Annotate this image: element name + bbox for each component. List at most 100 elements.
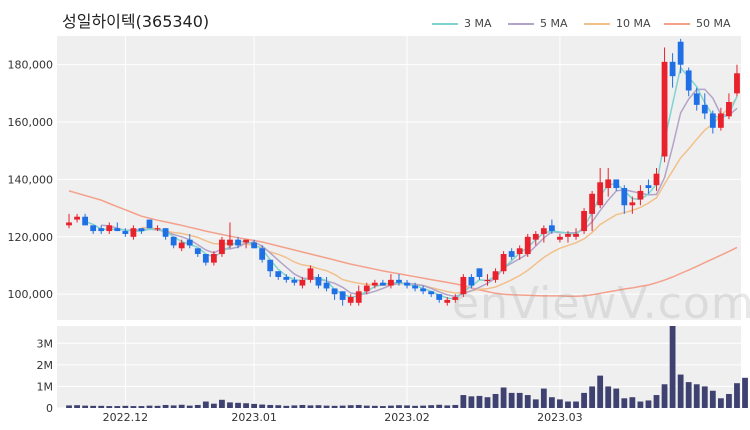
legend-label-ma3: 3 MA	[464, 17, 492, 30]
volume-bar	[138, 406, 145, 408]
candle-body	[106, 225, 113, 232]
volume-bar	[347, 405, 354, 408]
candle-body	[291, 279, 298, 283]
price-tick-label: 140,000	[8, 173, 54, 186]
candle-body	[162, 228, 169, 237]
candle-body	[645, 185, 652, 189]
chart-title: 성일하이텍(365340)	[62, 12, 210, 31]
candle-body	[420, 288, 427, 292]
candle-body	[693, 93, 700, 105]
legend-swatch-ma3	[432, 22, 458, 25]
volume-bar	[726, 393, 732, 408]
candle-body	[307, 268, 314, 280]
candle-body	[90, 225, 97, 232]
volume-bar	[557, 399, 563, 408]
volume-bar	[396, 405, 402, 408]
price-tick-label: 160,000	[8, 116, 54, 129]
volume-bar	[267, 404, 274, 408]
volume-bar	[444, 405, 451, 408]
candle-body	[428, 291, 435, 295]
candle-body	[661, 61, 668, 157]
volume-bar	[460, 395, 467, 408]
candle-body	[347, 297, 354, 303]
candle-body	[677, 41, 684, 65]
price-plot-area	[57, 36, 741, 320]
grid	[57, 36, 741, 409]
volume-tick-label: 3M	[37, 337, 54, 350]
volume-bar	[532, 399, 539, 408]
candle-body	[331, 288, 338, 295]
legend-item-ma5: 5 MA	[508, 17, 568, 30]
volume-bar	[540, 388, 547, 408]
legend-label-ma50: 50 MA	[696, 17, 731, 30]
volume-bar	[66, 405, 72, 408]
candle-body	[540, 228, 547, 234]
volume-bar	[202, 401, 209, 408]
volume-bar	[130, 406, 137, 408]
volume-bar	[404, 405, 410, 408]
volume-bar	[573, 401, 579, 408]
legend-swatch-ma10	[584, 22, 610, 25]
volume-bar	[227, 402, 233, 408]
volume-bar	[235, 402, 241, 408]
candle-body	[243, 239, 249, 243]
volume-bar	[637, 401, 644, 408]
volume-bar	[275, 405, 282, 408]
volume-axis: 0 1M 2M 3M	[37, 337, 54, 415]
price-tick-label: 100,000	[8, 288, 54, 301]
volume-bar	[492, 393, 499, 408]
date-tick-label: 2023.02	[384, 411, 430, 424]
volume-bar	[742, 377, 748, 408]
candle-body	[444, 299, 451, 303]
candle-body	[202, 254, 209, 263]
candle-body	[219, 239, 225, 255]
candle-body	[653, 173, 660, 186]
candle-body	[227, 239, 233, 246]
candle-body	[299, 279, 306, 286]
candle-body	[315, 276, 322, 286]
volume-tick-label: 0	[46, 402, 53, 415]
candle-body	[605, 179, 612, 189]
volume-bar	[412, 405, 418, 408]
candle-body	[66, 222, 72, 226]
candle-body	[170, 236, 177, 246]
volume-bar	[323, 405, 330, 408]
volume-bar	[581, 392, 587, 408]
candle-body	[492, 271, 499, 280]
volume-bar	[355, 404, 362, 408]
volume-bar	[371, 405, 378, 408]
candle-body	[597, 182, 604, 206]
candle-body	[484, 279, 491, 282]
candle-body	[565, 233, 571, 237]
volume-bar	[484, 397, 491, 408]
legend-item-ma10: 10 MA	[584, 17, 651, 30]
candle-body	[613, 179, 620, 189]
candle-body	[194, 248, 201, 255]
volume-bar	[379, 406, 386, 408]
volume-bar	[339, 405, 346, 408]
volume-bar	[259, 404, 266, 408]
candle-body	[210, 254, 217, 263]
candle-body	[98, 228, 105, 232]
volume-bar	[146, 405, 153, 408]
volume-bar	[170, 405, 177, 408]
volume-bar	[613, 388, 620, 408]
candle-body	[114, 228, 121, 232]
candle-body	[404, 282, 410, 286]
volume-bar	[476, 395, 483, 408]
date-tick-label: 2023.03	[537, 411, 583, 424]
candle-body	[186, 239, 193, 246]
legend-swatch-ma5	[508, 22, 534, 25]
candle-body	[709, 113, 716, 128]
volume-bar	[122, 405, 129, 408]
candles	[66, 38, 740, 306]
candle-body	[476, 268, 483, 277]
candle-body	[178, 242, 185, 249]
volume-bar	[605, 386, 612, 408]
candle-body	[685, 70, 692, 91]
candle-body	[734, 73, 740, 94]
candle-body	[379, 282, 386, 286]
candle-body	[589, 193, 596, 214]
ma3-line	[84, 65, 738, 300]
